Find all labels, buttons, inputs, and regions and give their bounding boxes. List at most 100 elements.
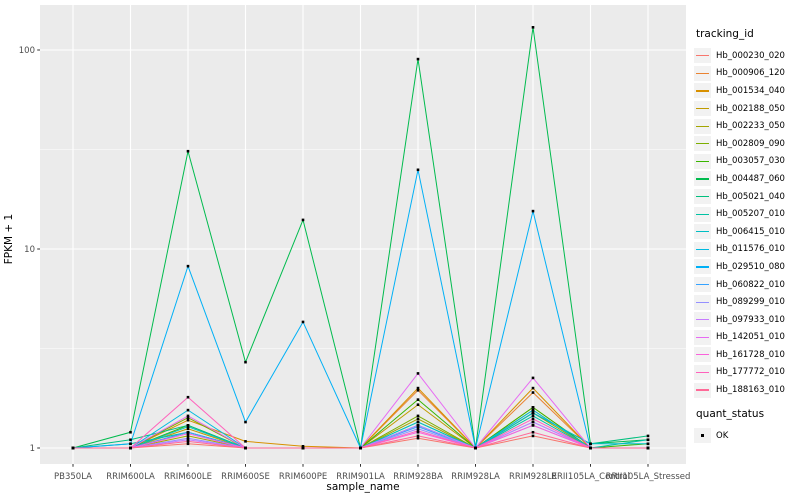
legend-color-key: [694, 136, 711, 152]
data-point: [186, 414, 190, 418]
data-point: [416, 429, 420, 433]
legend-item-Hb_002809_090: Hb_002809_090: [694, 135, 798, 153]
legend-color-key: [694, 171, 711, 187]
legend: tracking_id Hb_000230_020 Hb_000906_120 Hb…: [694, 28, 798, 444]
data-point: [186, 149, 190, 153]
legend-item-Hb_000906_120: Hb_000906_120: [694, 65, 798, 83]
x-axis-title: sample_name: [326, 481, 400, 493]
legend-color-line-icon: [696, 389, 709, 391]
legend-item-label: Hb_001534_040: [716, 85, 785, 96]
data-point: [186, 434, 190, 438]
data-point: [589, 446, 592, 450]
data-point: [589, 442, 592, 446]
data-point: [531, 420, 535, 424]
data-point: [474, 446, 477, 450]
legend-color-key: [694, 347, 711, 363]
legend-item-Hb_006415_010: Hb_006415_010: [694, 223, 798, 241]
data-point: [531, 414, 535, 418]
data-point: [186, 425, 190, 428]
y-tick-label: 100: [19, 46, 35, 56]
data-point: [416, 427, 420, 431]
legend-item-label: Hb_002188_050: [716, 103, 785, 114]
data-point: [301, 444, 305, 448]
data-point: [186, 432, 190, 435]
legend-item-label: Hb_142051_010: [716, 332, 785, 343]
data-point: [531, 434, 535, 438]
legend-item-label: Hb_000230_020: [716, 50, 785, 61]
data-point: [531, 411, 535, 415]
data-point: [416, 168, 420, 172]
legend-color-key: [694, 312, 711, 328]
data-point: [301, 218, 305, 222]
legend-item-label: Hb_000906_120: [716, 68, 785, 79]
data-point: [531, 417, 535, 421]
data-point: [416, 420, 420, 424]
legend-title-tracking-id: tracking_id: [696, 28, 754, 40]
data-point: [416, 372, 420, 375]
legend-item-label: Hb_161728_010: [716, 349, 785, 360]
data-point: [186, 264, 190, 268]
data-point: [186, 424, 190, 427]
legend-color-key: [694, 206, 711, 222]
data-point: [301, 320, 305, 324]
data-point: [531, 408, 535, 412]
legend-item-Hb_089299_010: Hb_089299_010: [694, 293, 798, 311]
legend-color-key: [694, 259, 711, 275]
legend-item-label: Hb_005021_040: [716, 191, 785, 202]
legend-color-key: [694, 101, 711, 117]
y-axis-title: FPKM + 1: [3, 213, 15, 265]
legend-item-label: OK: [716, 430, 729, 441]
data-point: [186, 395, 190, 399]
legend-color-line-icon: [696, 178, 709, 180]
legend-item-label: Hb_002809_090: [716, 138, 785, 149]
data-point: [186, 436, 190, 440]
x-tick-label: RRIM928LA: [451, 472, 500, 482]
data-point: [416, 398, 420, 401]
legend-color-line-icon: [696, 248, 709, 250]
legend-color-line-icon: [696, 231, 709, 233]
legend-item-label: Hb_097933_010: [716, 314, 785, 325]
legend-color-line-icon: [696, 195, 709, 198]
data-point: [129, 442, 132, 446]
legend-color-key: [694, 329, 711, 345]
legend-item-label: Hb_006415_010: [716, 226, 785, 237]
legend-item-label: Hb_003057_030: [716, 156, 785, 167]
data-point: [186, 418, 190, 422]
legend-color-line-icon: [696, 55, 709, 57]
data-point: [416, 434, 420, 438]
data-point: [416, 436, 420, 440]
data-point: [416, 425, 420, 428]
legend-item-label: Hb_011576_010: [716, 244, 785, 255]
y-tick-label: 10: [24, 245, 35, 255]
legend-item-Hb_142051_010: Hb_142051_010: [694, 329, 798, 347]
legend-color-key: [694, 382, 711, 398]
data-point: [416, 417, 420, 421]
legend-item-Hb_177772_010: Hb_177772_010: [694, 364, 798, 382]
x-tick-label: RRIM928BA: [393, 472, 443, 482]
legend-item-label: Hb_188163_010: [716, 385, 785, 396]
data-point: [416, 430, 420, 434]
data-point: [531, 209, 535, 213]
data-point: [531, 26, 535, 29]
data-point: [531, 386, 535, 390]
legend-item-ok: OK: [694, 427, 798, 445]
legend-color-line-icon: [696, 90, 709, 92]
legend-color-line-icon: [696, 371, 709, 374]
legend-item-label: Hb_060822_010: [716, 279, 785, 290]
legend-color-key: [694, 65, 711, 81]
data-point: [416, 403, 420, 407]
legend-color-key: [694, 224, 711, 240]
legend-item-Hb_000230_020: Hb_000230_020: [694, 47, 798, 65]
data-point: [186, 440, 190, 443]
data-point: [416, 388, 420, 392]
legend-color-key: [694, 277, 711, 293]
x-tick-label: RRIM600LA: [106, 472, 155, 482]
legend-color-key: [694, 294, 711, 310]
data-point: [129, 438, 132, 442]
x-tick-label: RRIM928LE: [509, 472, 557, 482]
legend-item-Hb_005207_010: Hb_005207_010: [694, 205, 798, 223]
legend-color-line-icon: [696, 125, 709, 127]
x-tick-label: RRIM901LA: [336, 472, 385, 482]
data-point: [186, 427, 190, 431]
